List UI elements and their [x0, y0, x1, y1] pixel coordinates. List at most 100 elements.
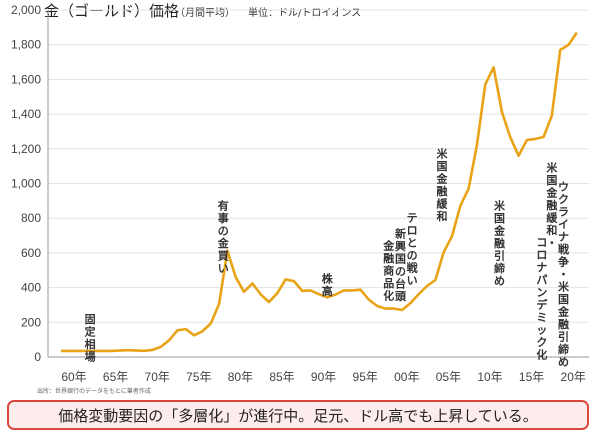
annotation-char: 米: [557, 279, 570, 293]
x-axis-ticks: 60年 65年 70年 75年 80年 85年 90年 95年 00年 05年 10年 15年 20年: [61, 370, 586, 384]
summary-text: 価格変動要因の「多層化」が進行中。足元、ドル高でも上昇している。: [58, 406, 538, 425]
y-axis-ticks: 0 200 400 600 800 1,000 1,200 1,400 1,600 1,800 2,…: [11, 3, 41, 364]
annotation-char: ロ: [407, 224, 418, 237]
annotation-char: 米: [436, 146, 449, 160]
annotation-char: 金: [493, 224, 506, 238]
annotation-char: ウ: [558, 180, 569, 193]
annotation-char: 戦: [407, 261, 419, 275]
annotation-char: ラ: [558, 205, 569, 218]
annotation-char: 事: [218, 211, 229, 225]
annotation-char: 金: [436, 171, 449, 185]
annotation-char: 国: [395, 252, 406, 265]
annotation-char: 米: [493, 199, 506, 213]
annotation-char: 固: [85, 313, 96, 326]
x-tick-label: 90年: [311, 370, 336, 384]
annotation-char: 締: [494, 261, 505, 275]
annotation-char: 争: [558, 254, 569, 268]
annotation-char: 台: [395, 276, 406, 290]
y-tick-label: 200: [21, 315, 41, 329]
gold-price-chart: 金（ゴールド）価格 （月間平均） 単位：ドル/トロイオンス 0 200 400 600…: [11, 2, 589, 395]
annotation-char: 場: [85, 350, 96, 364]
y-tick-label: 1,000: [11, 177, 41, 191]
y-tick-label: 1,800: [11, 38, 41, 52]
annotation-char: テ: [407, 212, 418, 225]
annotation-char: 品: [383, 277, 394, 290]
y-tick-label: 0: [34, 350, 41, 364]
annotation-char: ク: [558, 193, 569, 206]
source-note: 出所：世界銀行のデータをもとに筆者作成: [37, 387, 151, 395]
annotation-char: ク: [536, 336, 547, 349]
annotation-char: ・: [558, 268, 569, 281]
annotation-char: め: [558, 355, 569, 368]
annotation-char: ミ: [536, 311, 547, 324]
x-tick-label: 20年: [561, 370, 586, 384]
chart-subtitle: （月間平均）: [175, 7, 235, 19]
x-tick-label: 85年: [269, 370, 294, 384]
grid: [47, 9, 589, 358]
annotation-char: 新: [395, 226, 406, 240]
annotation-char: ・: [546, 236, 557, 249]
y-tick-label: 1,600: [11, 72, 41, 86]
annotation-char: パ: [536, 273, 547, 286]
annotation: 株高: [322, 271, 334, 298]
x-tick-label: 05年: [436, 370, 461, 384]
x-tick-label: 10年: [477, 370, 502, 384]
annotation-char: 引: [558, 329, 569, 343]
annotation-char: ナ: [536, 261, 547, 274]
annotation-char: コ: [536, 236, 547, 249]
y-tick-label: 600: [21, 246, 41, 260]
annotation-char: 買: [218, 250, 229, 263]
annotation-char: 国: [558, 293, 569, 306]
annotation-char: の: [395, 265, 406, 278]
chart-title: 金（ゴールド）価格: [44, 2, 179, 20]
annotation-char: の: [407, 249, 418, 262]
annotation-char: と: [407, 237, 418, 250]
annotation-char: 国: [494, 212, 505, 225]
x-tick-label: 75年: [186, 370, 211, 384]
y-tick-label: 2,000: [11, 3, 41, 17]
annotation-char: 和: [546, 223, 557, 237]
y-tick-label: 1,400: [11, 107, 41, 121]
annotation-char: 締: [558, 342, 569, 356]
annotation-char: 融: [383, 251, 394, 265]
x-tick-label: 15年: [519, 370, 544, 384]
annotation-char: 化: [383, 288, 394, 302]
annotation-char: 株: [322, 271, 334, 285]
annotation-char: ナ: [558, 230, 569, 243]
annotation-char: 頭: [395, 290, 407, 303]
x-tick-label: 00年: [394, 370, 419, 384]
annotation-char: 融: [494, 236, 505, 250]
summary-box: 価格変動要因の「多層化」が進行中。足元、ドル高でも上昇している。: [7, 400, 589, 430]
annotation-char: デ: [536, 297, 548, 311]
annotation-char: 金: [382, 238, 395, 252]
annotations: 固定相場有事の金買い株高金融商品化新興国の台頭テロとの戦い米国金融緩和米国金融引…: [85, 146, 570, 368]
annotation-char: い: [218, 262, 229, 275]
annotation-char: 国: [546, 174, 557, 187]
gold-price-line: [61, 31, 578, 353]
annotation-char: 国: [437, 160, 448, 173]
annotation-char: 金: [557, 304, 570, 318]
x-tick-label: 80年: [228, 370, 253, 384]
annotation-char: 戦: [558, 242, 570, 256]
y-tick-label: 800: [21, 211, 41, 225]
x-tick-label: 65年: [103, 370, 128, 384]
annotation-char: 緩: [437, 196, 449, 210]
annotation-char: 高: [322, 284, 333, 298]
annotation-char: の: [218, 225, 229, 238]
annotation-char: 融: [558, 317, 569, 331]
annotation-char: 引: [494, 249, 505, 263]
annotation-char: 和: [437, 209, 448, 223]
annotation-char: 金: [545, 185, 558, 199]
annotation-char: い: [407, 274, 418, 287]
x-tick-label: 95年: [353, 370, 378, 384]
annotation-char: 定: [85, 325, 96, 339]
